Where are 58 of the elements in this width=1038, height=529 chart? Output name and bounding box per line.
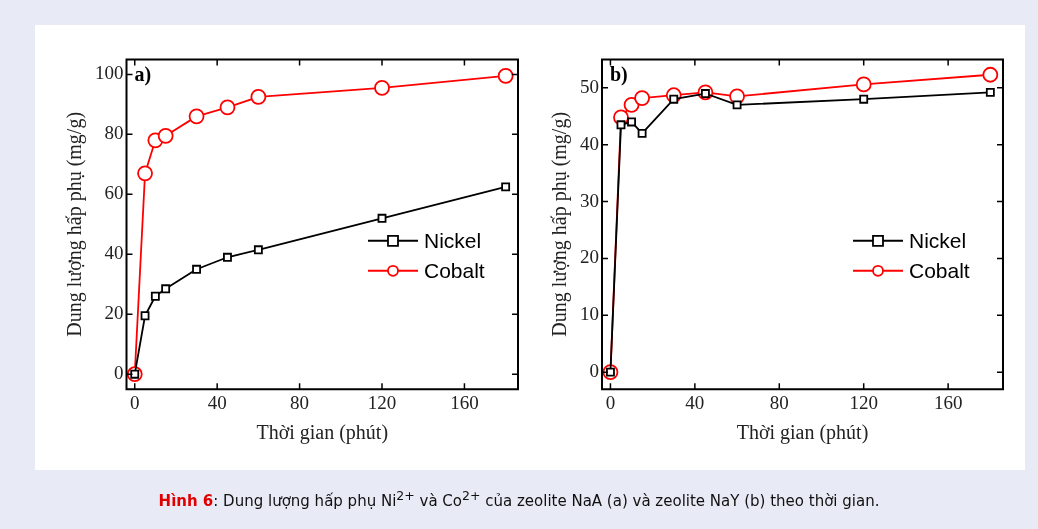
point <box>623 96 640 113</box>
x-tick-label: 40 <box>685 391 705 413</box>
point <box>497 67 514 84</box>
x-axis-title: Thời gian (phút) <box>256 421 389 445</box>
point <box>223 252 232 262</box>
y-axis-title: Dung lượng hấp phụ (mg/g) <box>548 111 572 337</box>
text: Hình 6: Dung lượng hấp phụ Ni$^{2+}$ và Co$^{2+}$ của zeolite NaA (a) và zeolite NaY (b) theo thời gian. <box>158 488 880 510</box>
point <box>501 182 511 192</box>
y-tick-label: 100 <box>95 62 124 84</box>
legend-label: Cobalt <box>424 258 485 282</box>
point <box>161 284 171 294</box>
point <box>374 79 390 96</box>
point <box>150 291 160 301</box>
point <box>616 120 626 130</box>
point <box>634 90 650 106</box>
point <box>157 127 174 144</box>
chart-title: b) <box>610 62 628 86</box>
legend-label: Nickel <box>909 228 967 252</box>
y-tick-label: 20 <box>580 246 599 268</box>
point <box>377 213 387 223</box>
legend-label: Nickel <box>424 228 482 252</box>
point <box>982 66 999 83</box>
x-tick-label: 120 <box>849 391 878 413</box>
x-tick-label: 80 <box>769 391 789 413</box>
y-tick-label: 60 <box>104 182 124 204</box>
y-tick-label: 20 <box>104 302 124 324</box>
y-tick-label: 30 <box>580 189 599 211</box>
y-tick-label: 10 <box>580 303 599 325</box>
legend-label: Cobalt <box>909 258 970 282</box>
point <box>140 311 150 321</box>
point <box>637 128 647 138</box>
x-tick-label: 0 <box>605 391 616 413</box>
x-tick-label: 80 <box>290 391 310 413</box>
x-axis-title: Thời gian (phút) <box>736 421 869 445</box>
point <box>253 245 263 255</box>
y-tick-label: 40 <box>104 242 124 264</box>
x-tick-label: 40 <box>207 391 227 413</box>
y-tick-label: 80 <box>104 122 124 144</box>
y-tick-label: 0 <box>114 362 124 384</box>
point <box>627 117 636 127</box>
point <box>985 87 995 97</box>
chart-title: a) <box>134 62 152 86</box>
point <box>188 108 205 125</box>
x-tick-label: 120 <box>367 391 397 413</box>
y-tick-label: 0 <box>589 360 599 382</box>
point <box>732 100 742 110</box>
point <box>859 94 869 104</box>
x-tick-label: 160 <box>450 391 479 413</box>
x-tick-label: 160 <box>933 391 963 413</box>
point <box>192 264 201 274</box>
y-tick-label: 50 <box>580 75 599 97</box>
x-tick-label: 0 <box>129 391 140 413</box>
point <box>855 76 872 93</box>
y-tick-label: 40 <box>580 132 599 154</box>
point <box>219 99 236 116</box>
y-axis-title: Dung lượng hấp phụ (mg/g) <box>63 111 87 337</box>
point <box>137 165 153 182</box>
point <box>250 88 267 105</box>
